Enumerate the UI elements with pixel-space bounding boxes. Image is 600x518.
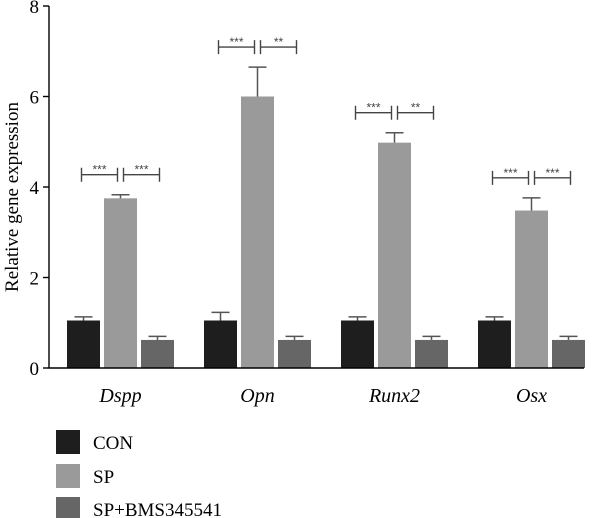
legend-label: SP+BMS345541 [93,500,222,518]
legend-swatch [56,464,80,488]
legend-swatch [56,430,80,454]
bar [515,210,548,368]
bar [478,320,511,368]
significance-markers: *** ****** ***** ***** *** [80,35,572,185]
y-tick-label: 6 [30,88,40,109]
y-tick-label: 4 [30,178,40,199]
significance-bracket [533,170,572,185]
significance-bracket [217,40,256,55]
x-axis: Dspp Opn Runx2 Osx [49,367,584,407]
y-tick-label: 8 [30,0,40,18]
y-tick-label: 2 [30,269,40,290]
bar [141,339,174,368]
significance-label: *** [545,166,559,180]
legend-label: SP [93,467,114,488]
bars [67,66,585,368]
significance-bracket [259,40,298,55]
y-tick-label: 0 [30,359,40,380]
legend-swatch [56,497,80,518]
significance-label: ** [274,35,284,49]
significance-bracket [396,105,435,120]
bar [204,320,237,368]
bar [278,339,311,368]
legend-label: CON [93,433,133,454]
bar [67,320,100,368]
significance-label: *** [134,163,148,177]
bar [241,96,274,368]
y-axis-title: Relative gene expression [2,102,23,292]
significance-bracket [122,167,161,182]
significance-label: *** [92,163,106,177]
y-axis: 0 2 4 6 8 [30,0,50,380]
significance-label: ** [411,101,421,115]
bar [552,339,585,368]
significance-bracket [80,167,119,182]
significance-bracket [354,105,393,120]
significance-bracket [491,170,530,185]
bar [415,339,448,368]
x-category-label: Opn [240,385,274,407]
x-category-label: Osx [516,385,547,407]
x-category-label: Runx2 [368,385,420,407]
bar [378,142,411,368]
significance-label: *** [503,166,517,180]
significance-label: *** [366,101,380,115]
x-category-label: Dspp [98,385,141,407]
bar [341,320,374,368]
bar [104,198,137,368]
legend: CON SP SP+BMS345541 [56,430,222,518]
significance-label: *** [229,35,243,49]
